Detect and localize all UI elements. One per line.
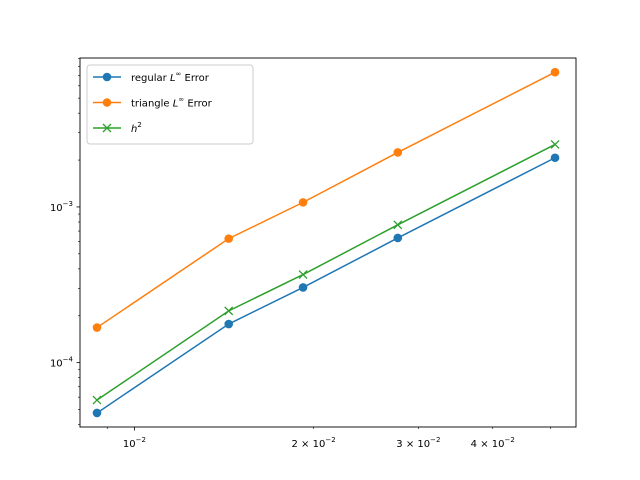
axes: 10−2 2 × 10−2 3 × 10−2 4 × 10−2 10−3 10−4: [50, 57, 577, 450]
data-point: [393, 148, 403, 157]
data-point: [393, 220, 403, 230]
data-point: [550, 139, 560, 149]
data-point: [550, 67, 560, 77]
marker-stroke: [92, 395, 102, 405]
marker-stroke: [550, 139, 560, 149]
legend-box: [86, 64, 254, 145]
marker-stroke: [224, 306, 234, 316]
legend-marker: [102, 72, 112, 82]
legend-item-2: h2: [93, 121, 142, 135]
series-0: [92, 153, 560, 418]
y-tick-label: 10−3: [50, 200, 73, 214]
data-point: [298, 283, 308, 292]
data-point: [92, 395, 102, 405]
marker-stroke: [393, 220, 403, 230]
series-2: [92, 139, 560, 405]
marker-stroke: [298, 270, 308, 279]
x-tick-label: 4 × 10−2: [471, 436, 515, 450]
plot-area: [92, 67, 560, 418]
data-point: [393, 233, 403, 243]
data-point: [92, 323, 102, 332]
data-point: [224, 306, 234, 316]
legend: regular L∞ Error triangle L∞ Error h2: [86, 64, 254, 145]
data-point: [92, 408, 102, 418]
x-tick-label: 2 × 10−2: [292, 436, 336, 450]
series-1: [92, 67, 560, 332]
axes-frame: [79, 57, 577, 428]
data-point: [298, 198, 308, 207]
data-point: [550, 153, 560, 163]
legend-label: h2: [131, 121, 142, 135]
y-tick-label: 10−4: [50, 356, 74, 370]
legend-item-1: triangle L∞ Error: [93, 96, 213, 110]
legend-marker: [102, 98, 112, 107]
data-point: [224, 234, 234, 243]
x-tick-label: 10−2: [123, 436, 146, 450]
data-point: [298, 270, 308, 279]
x-tick-label: 3 × 10−2: [396, 436, 440, 450]
data-point: [224, 319, 234, 329]
legend-label: triangle L∞ Error: [131, 96, 213, 110]
legend-label: regular L∞ Error: [131, 70, 210, 84]
legend-marker: [102, 123, 112, 133]
legend-item-0: regular L∞ Error: [93, 70, 210, 84]
